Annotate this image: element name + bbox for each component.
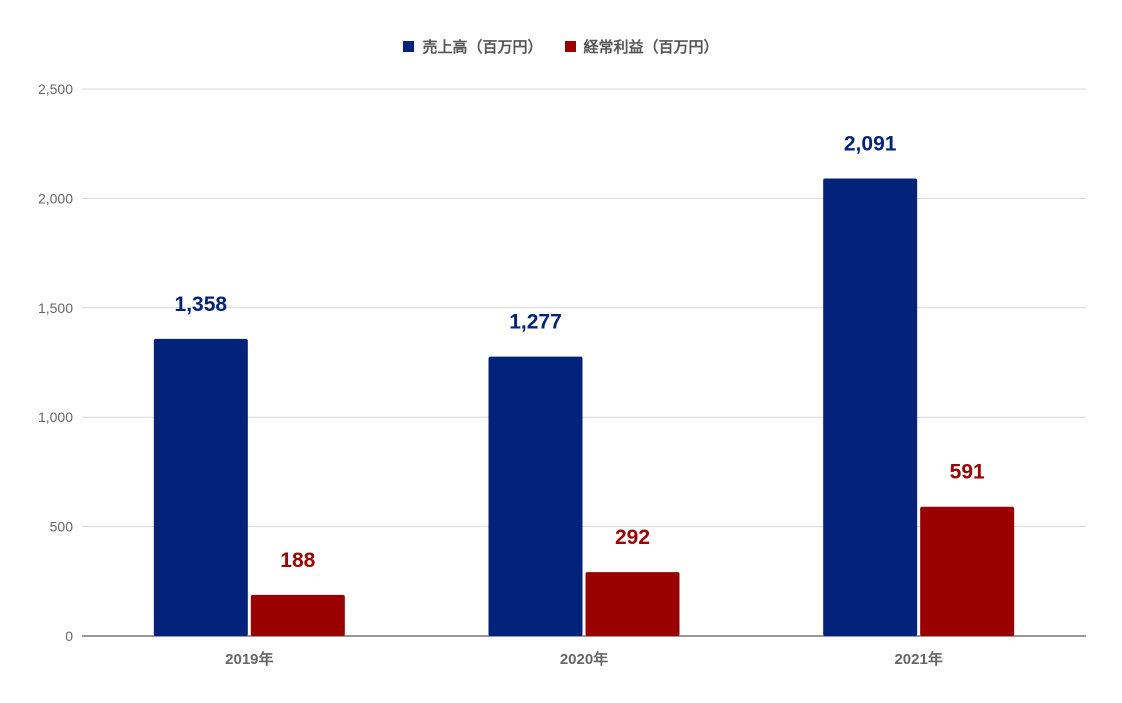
y-tick-label: 2,000: [38, 190, 73, 206]
bar: [585, 572, 680, 636]
y-tick-label: 2,500: [38, 81, 73, 97]
bar: [823, 178, 918, 636]
y-tick-label: 500: [50, 519, 74, 535]
legend-swatch-profit: [564, 41, 576, 52]
legend: 売上高（百万円） 経常利益（百万円）: [0, 36, 1122, 57]
legend-swatch-sales: [403, 41, 415, 52]
data-label: 2,091: [844, 132, 897, 155]
legend-label-sales: 売上高（百万円）: [422, 39, 543, 56]
data-label: 1,358: [175, 293, 228, 316]
y-tick-label: 1,500: [38, 300, 73, 316]
x-tick-label: 2019年: [225, 650, 273, 668]
bar: [250, 594, 345, 636]
x-tick-label: 2021年: [894, 650, 942, 668]
legend-item-sales: 売上高（百万円）: [403, 36, 543, 57]
y-tick-label: 0: [65, 628, 73, 644]
y-tick-label: 1,000: [38, 409, 73, 425]
bar: [488, 356, 583, 636]
data-label: 591: [950, 461, 985, 484]
data-label: 188: [280, 549, 315, 572]
bar: [920, 506, 1015, 636]
data-label: 292: [615, 526, 650, 549]
bar: [153, 338, 248, 636]
legend-label-profit: 経常利益（百万円）: [583, 39, 719, 56]
x-tick-label: 2020年: [560, 650, 608, 668]
legend-item-profit: 経常利益（百万円）: [564, 36, 719, 57]
data-label: 1,277: [509, 311, 562, 334]
